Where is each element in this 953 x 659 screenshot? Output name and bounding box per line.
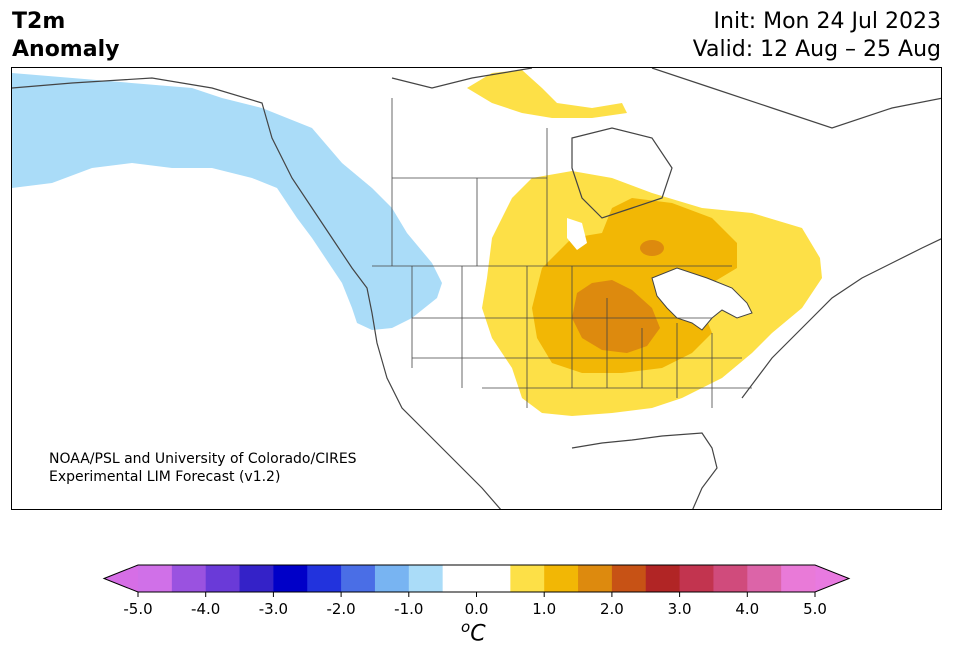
colorbar-unit: oC xyxy=(461,618,486,646)
colorbar-tick-label: 5.0 xyxy=(803,600,827,618)
colorbar-ticks: -5.0 -4.0 -3.0 -2.0 -1.0 0.0 1.0 2.0 3.0 4.0 5.0 xyxy=(123,592,827,618)
colorbar-cell xyxy=(273,565,308,592)
map-svg xyxy=(12,68,941,509)
variable-label: T2m xyxy=(12,9,66,34)
colorbar-cell xyxy=(341,565,376,592)
colorbar-extend-max xyxy=(815,565,849,592)
colorbar-cell xyxy=(578,565,613,592)
colorbar-cell xyxy=(239,565,274,592)
colorbar-cell xyxy=(171,565,207,592)
colorbar-cell xyxy=(510,565,545,592)
credit-line-2: Experimental LIM Forecast (v1.2) xyxy=(49,469,281,485)
colorbar-cell xyxy=(307,565,342,592)
colorbar-tick-label: -3.0 xyxy=(259,600,288,618)
credit-text: NOAA/PSL and University of Colorado/CIRE… xyxy=(49,450,357,486)
colorbar-cell xyxy=(679,565,714,592)
field-label: Anomaly xyxy=(12,37,120,62)
colorbar-cell xyxy=(476,565,511,592)
colorbar-cell xyxy=(645,565,681,592)
colorbar-cell xyxy=(442,565,477,592)
political-borders xyxy=(372,98,752,408)
lake-winnipeg xyxy=(567,218,587,250)
valid-period-label: Valid: 12 Aug – 25 Aug xyxy=(692,37,941,62)
colorbar-cell xyxy=(205,565,241,592)
colorbar-tick-label: -2.0 xyxy=(326,600,355,618)
colorbar-tick-label: -4.0 xyxy=(191,600,220,618)
unit-base: C xyxy=(470,621,486,647)
warm-anomaly-region-north xyxy=(467,70,627,118)
chart-title-right: Init: Mon 24 Jul 2023 Valid: 12 Aug – 25… xyxy=(693,8,941,64)
warm-anomaly-region-strong xyxy=(572,280,660,353)
colorbar-cell xyxy=(781,565,816,592)
colorbar-cell xyxy=(408,565,444,592)
colorbar-tick-label: 0.0 xyxy=(465,600,489,618)
colorbar-tick-label: -1.0 xyxy=(394,600,423,618)
colorbar-cell xyxy=(544,565,579,592)
init-date-label: Init: Mon 24 Jul 2023 xyxy=(713,9,941,34)
colorbar-cell xyxy=(747,565,782,592)
coastline-gulf xyxy=(571,432,718,509)
warm-anomaly-spot-ontario xyxy=(640,240,664,256)
colorbar-cell xyxy=(713,565,748,592)
coastline-arctic xyxy=(391,68,941,129)
colorbar-tick-label: 1.0 xyxy=(532,600,556,618)
colorbar-tick-label: 3.0 xyxy=(668,600,692,618)
unit-superscript: o xyxy=(461,618,471,636)
colorbar-cells xyxy=(102,564,851,593)
colorbar-cell xyxy=(611,565,647,592)
cool-anomaly-region xyxy=(12,73,442,330)
colorbar-tick-label: -5.0 xyxy=(123,600,152,618)
colorbar-cell xyxy=(374,565,410,592)
colorbar: -5.0 -4.0 -3.0 -2.0 -1.0 0.0 1.0 2.0 3.0 4.0 5.0 xyxy=(102,564,851,618)
colorbar-tick-label: 4.0 xyxy=(735,600,759,618)
coastline-east xyxy=(741,238,941,399)
colorbar-cell xyxy=(138,565,173,592)
credit-line-1: NOAA/PSL and University of Colorado/CIRE… xyxy=(49,451,357,467)
coastline-west xyxy=(12,77,502,509)
great-lakes xyxy=(651,267,753,331)
colorbar-extend-min xyxy=(104,565,138,592)
map-panel xyxy=(11,67,942,510)
chart-title-left: T2m Anomaly xyxy=(12,8,119,64)
colorbar-tick-label: 2.0 xyxy=(600,600,624,618)
coastline-hudson xyxy=(571,127,673,219)
